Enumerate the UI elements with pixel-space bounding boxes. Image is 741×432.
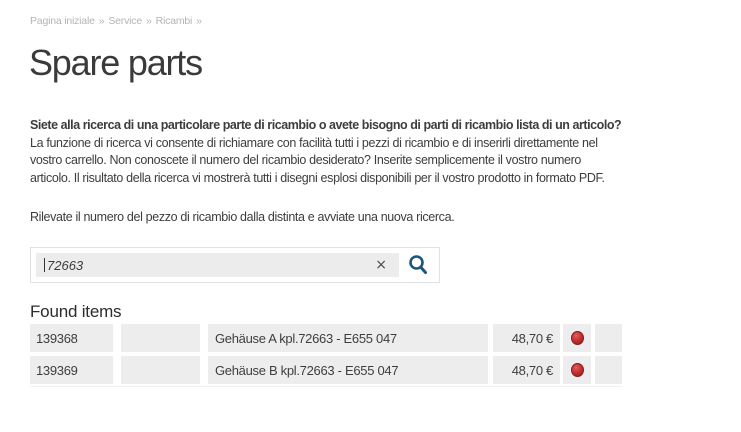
breadcrumb-separator: »	[196, 15, 202, 27]
table-row[interactable]: 139369 Gehäuse B kpl.72663 - E655 047 48…	[30, 356, 622, 384]
intro-line: articolo. Il risultato della ricerca vi …	[30, 170, 605, 185]
search-hint: Rilevate il numero del pezzo di ricambio…	[30, 210, 455, 224]
search-button[interactable]	[402, 252, 434, 278]
part-number-cell: 139368	[30, 324, 113, 352]
search-box: 72663 ×	[30, 247, 440, 283]
intro-line: La funzione di ricerca vi consente di ri…	[30, 135, 598, 150]
breadcrumb-ricambi[interactable]: Ricambi	[155, 15, 193, 27]
intro-text: Siete alla ricerca di una particolare pa…	[30, 117, 622, 187]
description-cell: Gehäuse B kpl.72663 - E655 047	[208, 356, 488, 384]
results-table: 139368 Gehäuse A kpl.72663 - E655 047 48…	[30, 324, 622, 388]
breadcrumb: Pagina iniziale» Service» Ricambi»	[30, 15, 206, 27]
availability-red-dot-icon	[570, 363, 584, 377]
table-bottom-divider	[30, 386, 622, 387]
availability-cell	[563, 356, 591, 384]
part-number-cell: 139369	[30, 356, 113, 384]
price-cell: 48,70 €	[493, 324, 560, 352]
availability-red-dot-icon	[570, 331, 584, 345]
search-input[interactable]: 72663 ×	[36, 253, 399, 277]
table-row[interactable]: 139368 Gehäuse A kpl.72663 - E655 047 48…	[30, 324, 622, 352]
spacer-cell	[595, 324, 622, 352]
clear-icon[interactable]: ×	[375, 257, 387, 273]
description-cell: Gehäuse A kpl.72663 - E655 047	[208, 324, 488, 352]
intro-line: vostro carrello. Non conoscete il numero…	[30, 153, 582, 167]
availability-cell	[563, 324, 591, 352]
text-caret	[44, 258, 45, 272]
breadcrumb-home[interactable]: Pagina iniziale	[30, 15, 95, 27]
breadcrumb-separator: »	[98, 15, 105, 27]
search-input-value: 72663	[47, 257, 84, 273]
spacer-cell	[121, 324, 200, 352]
magnifier-icon	[407, 254, 429, 276]
price-cell: 48,70 €	[493, 356, 560, 384]
breadcrumb-separator: »	[145, 15, 152, 27]
intro-question: Siete alla ricerca di una particolare pa…	[30, 118, 622, 132]
breadcrumb-service[interactable]: Service	[108, 15, 142, 27]
found-items-heading: Found items	[30, 302, 122, 321]
spacer-cell	[595, 356, 622, 384]
page-title: Spare parts	[29, 42, 203, 83]
spacer-cell	[121, 356, 200, 384]
